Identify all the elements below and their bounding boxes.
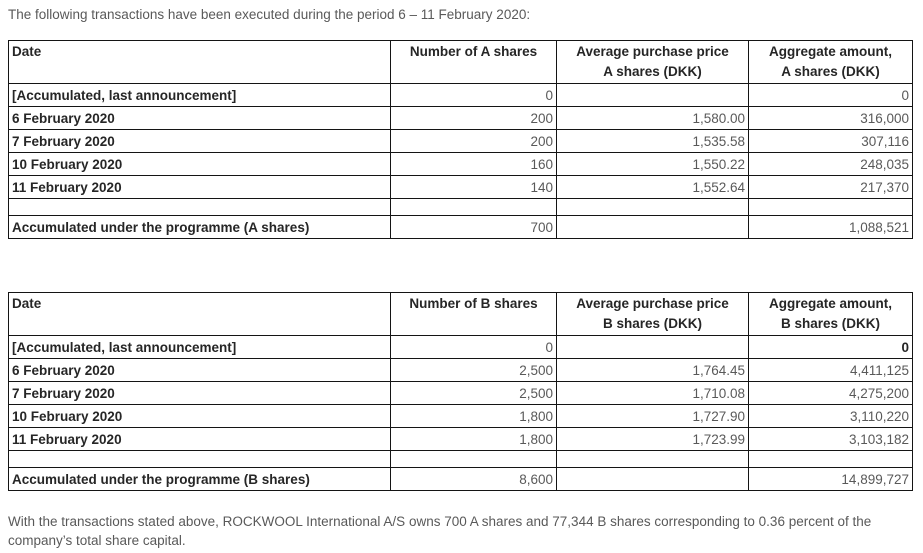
- cell-aggregate: 1,088,521: [748, 215, 913, 239]
- cell-avg-price: 1,580.00: [556, 106, 749, 130]
- cell-number: 0: [390, 83, 557, 107]
- cell-date: Accumulated under the programme (B share…: [8, 467, 391, 491]
- table-row: 6 February 2020 2,500 1,764.45 4,411,125: [8, 358, 913, 382]
- cell-date: 6 February 2020: [8, 358, 391, 382]
- cell-date: 6 February 2020: [8, 106, 391, 130]
- table-row: 10 February 2020 160 1,550.22 248,035: [8, 152, 913, 176]
- table-row-blank: [8, 450, 913, 468]
- cell-date: [8, 450, 391, 468]
- cell-date: 11 February 2020: [8, 175, 391, 199]
- cell-avg-price: 1,710.08: [556, 381, 749, 405]
- table-row: 7 February 2020 200 1,535.58 307,116: [8, 129, 913, 153]
- cell-number: 1,800: [390, 427, 557, 451]
- cell-avg-price: [556, 215, 749, 239]
- cell-aggregate: 217,370: [748, 175, 913, 199]
- cell-avg-price: [556, 450, 749, 468]
- cell-avg-price: [556, 335, 749, 359]
- cell-number: 0: [390, 335, 557, 359]
- cell-number: 140: [390, 175, 557, 199]
- cell-date: Accumulated under the programme (A share…: [8, 215, 391, 239]
- cell-aggregate: 4,275,200: [748, 381, 913, 405]
- cell-aggregate: 4,411,125: [748, 358, 913, 382]
- cell-number: 8,600: [390, 467, 557, 491]
- cell-number: 160: [390, 152, 557, 176]
- cell-avg-price: 1,552.64: [556, 175, 749, 199]
- cell-aggregate: [748, 198, 913, 216]
- cell-number: 700: [390, 215, 557, 239]
- cell-aggregate: 14,899,727: [748, 467, 913, 491]
- a-shares-header-row: Date Number of A shares Average purchase…: [8, 40, 913, 84]
- cell-aggregate: 0: [748, 335, 913, 359]
- cell-date: 10 February 2020: [8, 404, 391, 428]
- table-row: 6 February 2020 200 1,580.00 316,000: [8, 106, 913, 130]
- table-row: [Accumulated, last announcement] 0 0: [8, 83, 913, 107]
- cell-aggregate: 3,103,182: [748, 427, 913, 451]
- cell-number: 200: [390, 106, 557, 130]
- cell-aggregate: 3,110,220: [748, 404, 913, 428]
- a-shares-table: Date Number of A shares Average purchase…: [8, 40, 913, 239]
- cell-avg-price: 1,727.90: [556, 404, 749, 428]
- cell-aggregate: [748, 450, 913, 468]
- cell-avg-price: [556, 83, 749, 107]
- cell-number: [390, 198, 557, 216]
- cell-number: [390, 450, 557, 468]
- cell-number: 2,500: [390, 358, 557, 382]
- cell-number: 200: [390, 129, 557, 153]
- b-header-number: Number of B shares: [390, 292, 557, 336]
- footer-text: With the transactions stated above, ROCK…: [8, 514, 872, 548]
- table-row-blank: [8, 198, 913, 216]
- b-header-avg-price: Average purchase price B shares (DKK): [556, 292, 749, 336]
- cell-number: 1,800: [390, 404, 557, 428]
- a-header-number: Number of A shares: [390, 40, 557, 84]
- cell-aggregate: 316,000: [748, 106, 913, 130]
- cell-aggregate: 248,035: [748, 152, 913, 176]
- cell-avg-price: 1,764.45: [556, 358, 749, 382]
- table-row: 11 February 2020 1,800 1,723.99 3,103,18…: [8, 427, 913, 451]
- cell-date: 11 February 2020: [8, 427, 391, 451]
- b-header-aggregate: Aggregate amount, B shares (DKK): [748, 292, 913, 336]
- cell-aggregate: 0: [748, 83, 913, 107]
- table-row-total: Accumulated under the programme (B share…: [8, 467, 913, 491]
- cell-date: [8, 198, 391, 216]
- cell-aggregate: 307,116: [748, 129, 913, 153]
- cell-avg-price: 1,550.22: [556, 152, 749, 176]
- cell-avg-price: 1,535.58: [556, 129, 749, 153]
- b-shares-header-row: Date Number of B shares Average purchase…: [8, 292, 913, 336]
- cell-avg-price: [556, 467, 749, 491]
- table-row: 10 February 2020 1,800 1,727.90 3,110,22…: [8, 404, 913, 428]
- cell-avg-price: [556, 198, 749, 216]
- table-row-total: Accumulated under the programme (A share…: [8, 215, 913, 239]
- a-header-avg-price: Average purchase price A shares (DKK): [556, 40, 749, 84]
- cell-date: 10 February 2020: [8, 152, 391, 176]
- cell-number: 2,500: [390, 381, 557, 405]
- cell-date: 7 February 2020: [8, 381, 391, 405]
- cell-date: [Accumulated, last announcement]: [8, 335, 391, 359]
- table-gap: [8, 239, 915, 292]
- table-row: [Accumulated, last announcement] 0 0: [8, 335, 913, 359]
- cell-avg-price: 1,723.99: [556, 427, 749, 451]
- a-header-date: Date: [8, 40, 391, 84]
- intro-text: The following transactions have been exe…: [8, 7, 531, 22]
- cell-date: [Accumulated, last announcement]: [8, 83, 391, 107]
- table-row: 7 February 2020 2,500 1,710.08 4,275,200: [8, 381, 913, 405]
- b-shares-table: Date Number of B shares Average purchase…: [8, 292, 913, 491]
- b-header-date: Date: [8, 292, 391, 336]
- a-header-aggregate: Aggregate amount, A shares (DKK): [748, 40, 913, 84]
- table-row: 11 February 2020 140 1,552.64 217,370: [8, 175, 913, 199]
- cell-date: 7 February 2020: [8, 129, 391, 153]
